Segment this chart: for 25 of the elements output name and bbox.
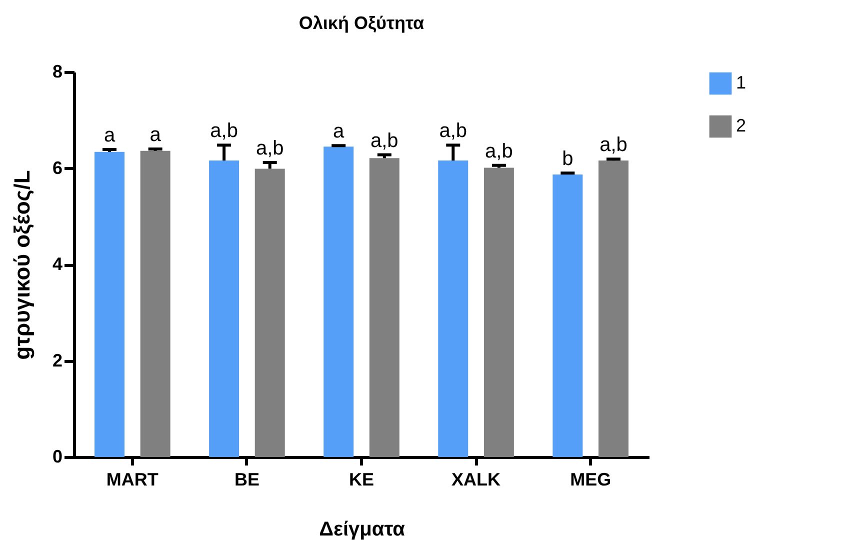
data-label: a,b <box>210 120 238 142</box>
data-label: a <box>150 124 162 146</box>
data-label: a <box>104 124 116 146</box>
data-label: b <box>562 148 574 170</box>
chart-title: Ολική Οξύτητα <box>298 13 424 33</box>
x-tick-label: XALK <box>452 470 501 490</box>
data-label: a <box>333 120 346 143</box>
x-axis-title: Δείγματα <box>319 518 406 540</box>
legend-label: 1 <box>736 72 746 92</box>
x-tick-label: BE <box>234 470 260 490</box>
y-tick-label: 6 <box>52 158 62 178</box>
data-label: a,b <box>485 140 513 162</box>
y-tick-label: 4 <box>52 254 62 274</box>
y-tick-label: 2 <box>52 350 62 370</box>
x-tick-label: MEG <box>570 470 612 490</box>
y-tick-label: 8 <box>52 62 62 82</box>
x-tick-label: MART <box>106 470 158 490</box>
data-label: a,b <box>600 134 628 156</box>
y-axis-title: gτρυγικού οξέος/L <box>9 170 34 360</box>
data-label: a,b <box>256 137 284 160</box>
y-tick-label: 0 <box>52 446 62 466</box>
legend-label: 2 <box>736 116 746 136</box>
x-tick-label: KE <box>348 470 374 490</box>
data-label: a,b <box>439 120 468 142</box>
data-label: a,b <box>370 130 398 152</box>
